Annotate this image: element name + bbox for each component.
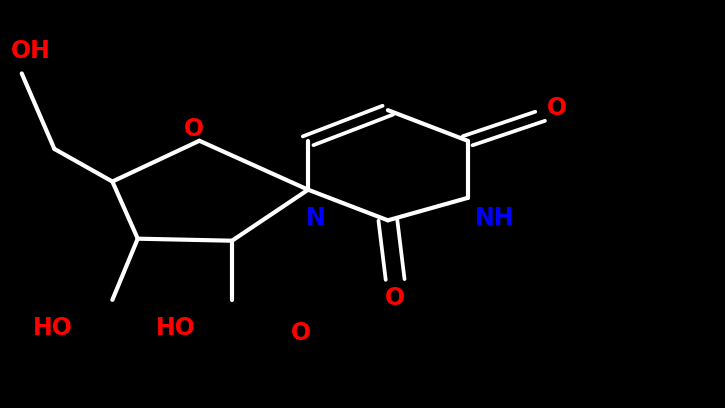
Text: O: O: [291, 321, 311, 344]
Text: O: O: [385, 286, 405, 310]
Text: OH: OH: [11, 39, 51, 63]
Text: O: O: [547, 96, 568, 120]
Text: HO: HO: [33, 317, 72, 340]
Text: NH: NH: [475, 206, 514, 230]
Text: O: O: [184, 117, 204, 140]
Text: N: N: [305, 206, 326, 230]
Text: HO: HO: [156, 317, 196, 340]
